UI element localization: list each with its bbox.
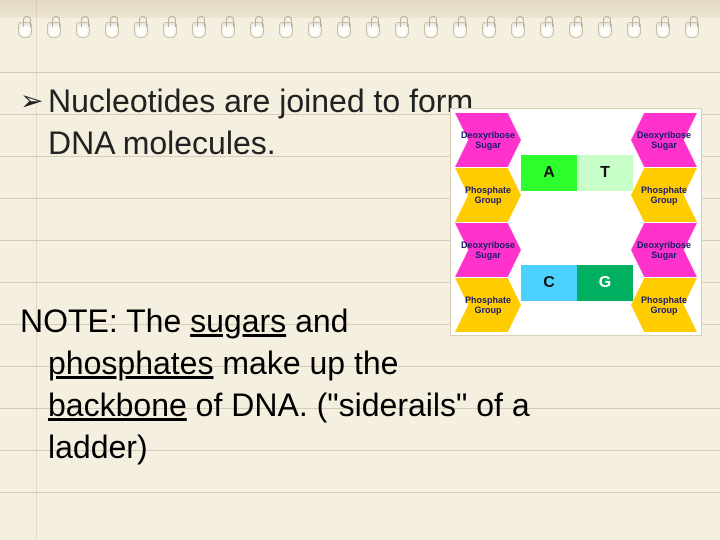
notepaper-slide: ➢ Nucleotides are joined to form DNA mol… [0,0,720,540]
sugar-label: Deoxyribose Sugar [455,223,521,277]
phosphate-label: Phosphate Group [455,168,521,222]
binding-strip [0,0,720,18]
base-pair-cg: C G [521,265,633,301]
dna-diagram: Deoxyribose SugarPhosphate GroupDeoxyrib… [450,108,702,336]
dna-strand-right: Deoxyribose SugarPhosphate GroupDeoxyrib… [631,113,697,333]
base-c: C [521,265,577,301]
bullet-glyph-icon: ➢ [20,80,48,122]
sugar-label: Deoxyribose Sugar [455,113,521,167]
note-underline-backbone: backbone [48,387,187,423]
base-g: G [577,265,633,301]
binding-holes [0,22,720,48]
sugar-label: Deoxyribose Sugar [631,113,697,167]
bullet-line1: Nucleotides are joined to form [48,83,473,119]
sugar-label: Deoxyribose Sugar [631,223,697,277]
phosphate-label: Phosphate Group [631,278,697,332]
phosphate-label: Phosphate Group [631,168,697,222]
note-p2: and [286,303,348,339]
note-label: NOTE: [20,303,126,339]
dna-strand-left: Deoxyribose SugarPhosphate GroupDeoxyrib… [455,113,521,333]
base-t: T [577,155,633,191]
base-a: A [521,155,577,191]
bullet-line2: DNA molecules. [48,125,276,161]
base-pair-at: A T [521,155,633,191]
note-p1: The [126,303,190,339]
note-p3: make up the [213,345,398,381]
note-underline-sugars: sugars [190,303,286,339]
note-underline-phosphates: phosphates [48,345,213,381]
phosphate-label: Phosphate Group [455,278,521,332]
